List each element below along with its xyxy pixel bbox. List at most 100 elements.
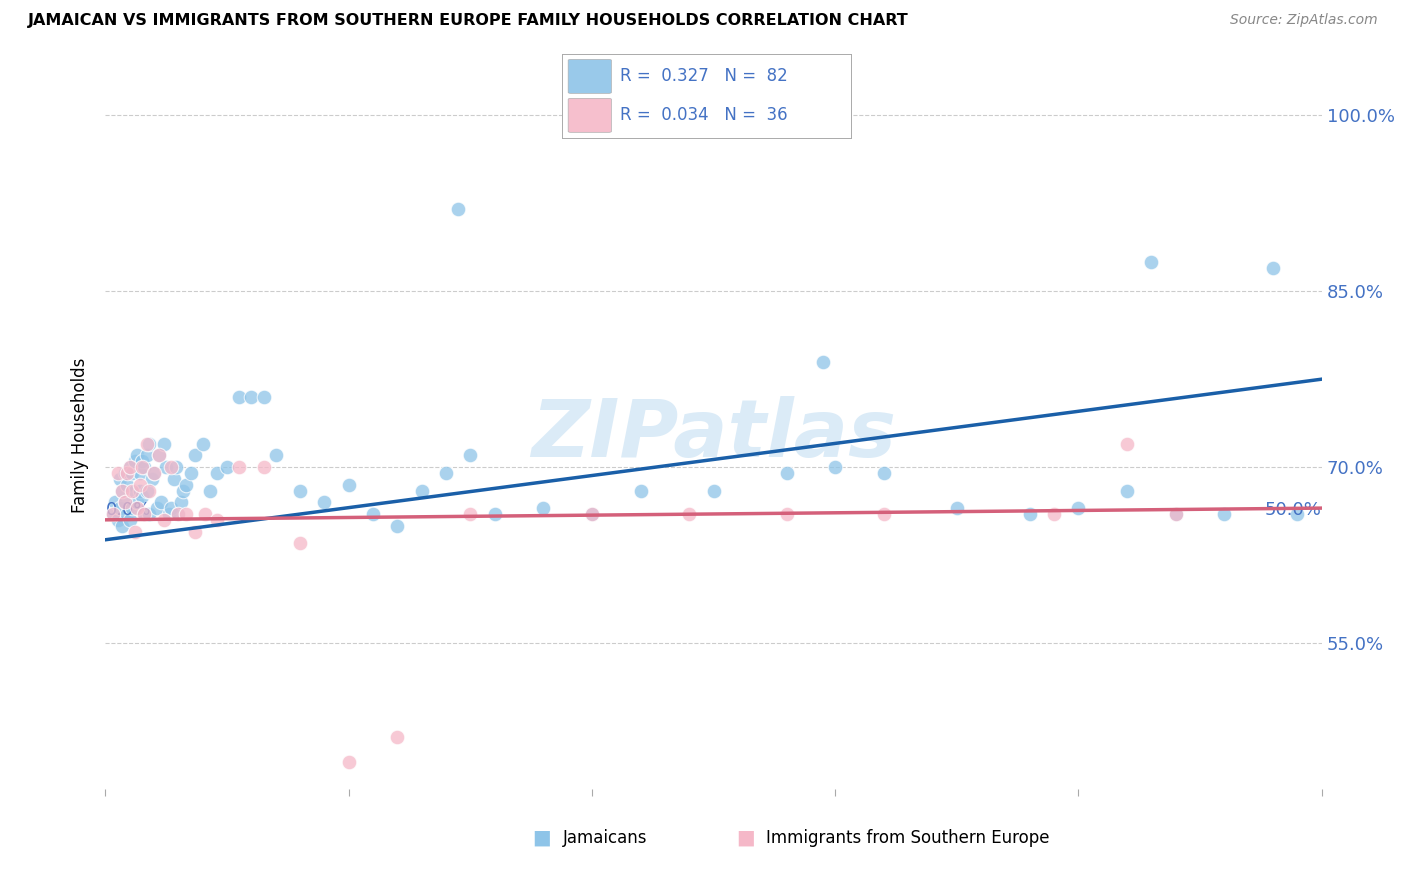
- Point: [1164, 507, 1187, 521]
- Point: [111, 483, 134, 498]
- Point: [184, 448, 207, 462]
- Text: 50.0%: 50.0%: [1265, 500, 1322, 519]
- Point: [128, 466, 150, 480]
- Point: [1261, 260, 1284, 275]
- Point: [811, 354, 834, 368]
- Point: [170, 495, 193, 509]
- Point: [134, 507, 156, 521]
- Point: [153, 436, 176, 450]
- Point: [361, 507, 384, 521]
- Point: [775, 507, 797, 521]
- Point: [145, 501, 167, 516]
- Point: [288, 536, 311, 550]
- Point: [1067, 501, 1090, 516]
- Point: [387, 730, 409, 744]
- Point: [160, 460, 183, 475]
- Point: [143, 466, 166, 480]
- FancyBboxPatch shape: [568, 60, 612, 94]
- Point: [138, 483, 160, 498]
- Point: [447, 202, 470, 217]
- Point: [157, 507, 180, 521]
- Point: [107, 513, 129, 527]
- Point: [125, 495, 148, 509]
- Point: [194, 507, 217, 521]
- Point: [111, 483, 134, 498]
- Point: [150, 495, 173, 509]
- Point: [134, 460, 156, 475]
- Point: [125, 501, 148, 516]
- Point: [228, 390, 250, 404]
- Point: [135, 483, 157, 498]
- Point: [135, 436, 157, 450]
- Point: [1286, 507, 1309, 521]
- Point: [125, 448, 148, 462]
- Point: [174, 477, 197, 491]
- Point: [155, 460, 177, 475]
- Point: [1116, 483, 1139, 498]
- Text: Immigrants from Southern Europe: Immigrants from Southern Europe: [766, 830, 1050, 847]
- Point: [873, 466, 896, 480]
- Point: [114, 466, 136, 480]
- Point: [148, 448, 170, 462]
- Point: [121, 483, 143, 498]
- Point: [387, 518, 409, 533]
- Point: [702, 483, 725, 498]
- Point: [135, 448, 157, 462]
- Point: [148, 448, 170, 462]
- Point: [101, 507, 124, 521]
- Point: [111, 518, 134, 533]
- Point: [162, 472, 184, 486]
- Point: [180, 466, 202, 480]
- Point: [101, 507, 124, 521]
- Point: [207, 513, 229, 527]
- Point: [191, 436, 214, 450]
- Point: [337, 756, 360, 770]
- Point: [165, 460, 187, 475]
- Point: [1018, 507, 1040, 521]
- Point: [153, 513, 176, 527]
- Point: [1164, 507, 1187, 521]
- Point: [172, 483, 194, 498]
- Point: [1116, 436, 1139, 450]
- Point: [458, 448, 481, 462]
- Point: [775, 466, 797, 480]
- Point: [114, 495, 136, 509]
- Point: [138, 436, 160, 450]
- Point: [314, 495, 336, 509]
- Text: Jamaicans: Jamaicans: [562, 830, 647, 847]
- Point: [174, 507, 197, 521]
- Point: [1043, 507, 1066, 521]
- Point: [108, 472, 131, 486]
- Point: [678, 507, 700, 521]
- Point: [288, 483, 311, 498]
- Point: [252, 460, 274, 475]
- Point: [104, 495, 127, 509]
- FancyBboxPatch shape: [568, 98, 612, 132]
- Point: [131, 489, 153, 503]
- Point: [117, 466, 139, 480]
- Point: [124, 524, 146, 539]
- Point: [167, 507, 190, 521]
- Point: [411, 483, 433, 498]
- Point: [117, 477, 139, 491]
- Point: [124, 483, 146, 498]
- Point: [1213, 507, 1236, 521]
- Point: [217, 460, 239, 475]
- Point: [581, 507, 603, 521]
- Point: [128, 483, 150, 498]
- Point: [117, 507, 139, 521]
- Point: [945, 501, 967, 516]
- Point: [118, 460, 141, 475]
- Text: ▪: ▪: [531, 824, 551, 853]
- Point: [124, 454, 146, 468]
- Point: [167, 507, 190, 521]
- Point: [630, 483, 652, 498]
- Point: [228, 460, 250, 475]
- Text: ZIPatlas: ZIPatlas: [531, 396, 896, 474]
- Point: [121, 466, 143, 480]
- Point: [128, 477, 150, 491]
- Point: [134, 507, 156, 521]
- Point: [264, 448, 287, 462]
- Point: [824, 460, 846, 475]
- Point: [121, 501, 143, 516]
